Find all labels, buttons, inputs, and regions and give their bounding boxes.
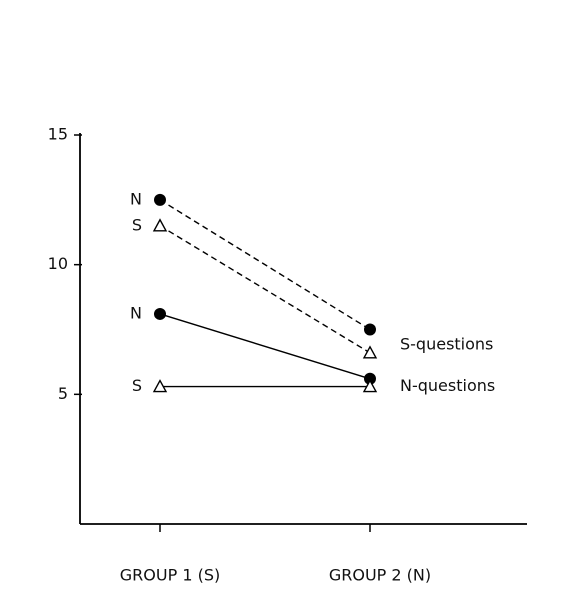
y-tick-label: 5 bbox=[58, 384, 68, 403]
series-line bbox=[159, 313, 371, 380]
marker bbox=[154, 307, 166, 320]
x-tick-label: GROUP 2 (N) bbox=[329, 566, 431, 585]
group-label: N-questions bbox=[400, 376, 495, 395]
marker bbox=[362, 379, 378, 393]
y-tick-label: 10 bbox=[48, 254, 68, 273]
series-label: S bbox=[132, 376, 142, 395]
series-line bbox=[159, 225, 371, 354]
series-label: N bbox=[130, 189, 142, 208]
marker bbox=[364, 372, 376, 385]
series-label: S bbox=[132, 215, 142, 234]
marker bbox=[154, 193, 166, 206]
marker bbox=[152, 379, 168, 393]
x-tick-label: GROUP 1 (S) bbox=[120, 566, 220, 585]
marker bbox=[362, 345, 378, 359]
marker bbox=[364, 323, 376, 336]
marker bbox=[152, 218, 168, 232]
y-tick-label: 15 bbox=[48, 125, 68, 144]
series-line bbox=[159, 199, 371, 331]
series-label: N bbox=[130, 303, 142, 322]
group-label: S-questions bbox=[400, 335, 493, 354]
